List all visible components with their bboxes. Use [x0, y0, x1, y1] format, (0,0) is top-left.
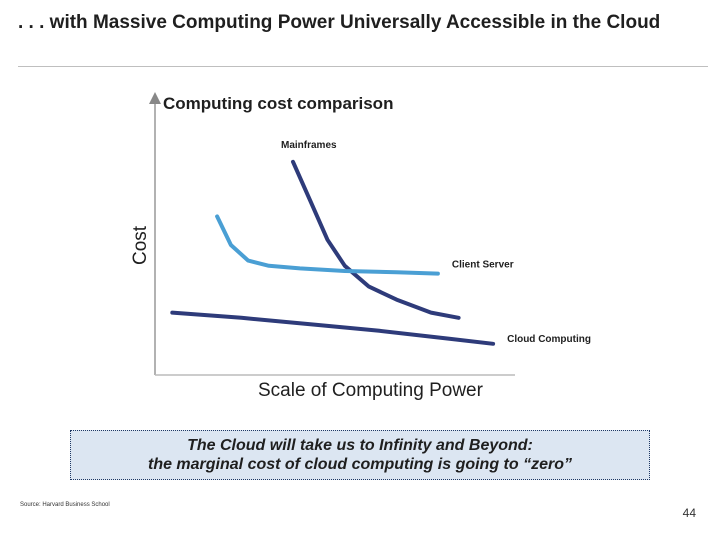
series-label-mainframes: Mainframes — [281, 140, 337, 151]
source-note: Source: Harvard Business School — [20, 502, 110, 508]
series-label-client-server: Client Server — [452, 260, 514, 271]
page-number: 44 — [682, 506, 696, 520]
callout-line-2: the marginal cost of cloud computing is … — [147, 456, 572, 473]
chart-title: Computing cost comparison — [163, 94, 393, 113]
cost-comparison-chart: Computing cost comparison Cost Scale of … — [130, 92, 591, 401]
series-label-cloud-computing: Cloud Computing — [507, 334, 591, 345]
series-layer: Mainframes Client Server Cloud Computing — [170, 140, 591, 346]
slide-title: . . . with Massive Computing Power Unive… — [18, 12, 661, 33]
x-axis-label: Scale of Computing Power — [258, 380, 484, 401]
callout-box: The Cloud will take us to Infinity and B… — [70, 430, 650, 480]
series-line-cloud-computing — [170, 310, 496, 346]
series-line-mainframes — [291, 159, 461, 320]
series-line-client-server — [215, 214, 440, 276]
title-divider — [18, 66, 708, 67]
y-axis-label: Cost — [130, 225, 151, 265]
callout-line-1: The Cloud will take us to Infinity and B… — [187, 437, 533, 454]
